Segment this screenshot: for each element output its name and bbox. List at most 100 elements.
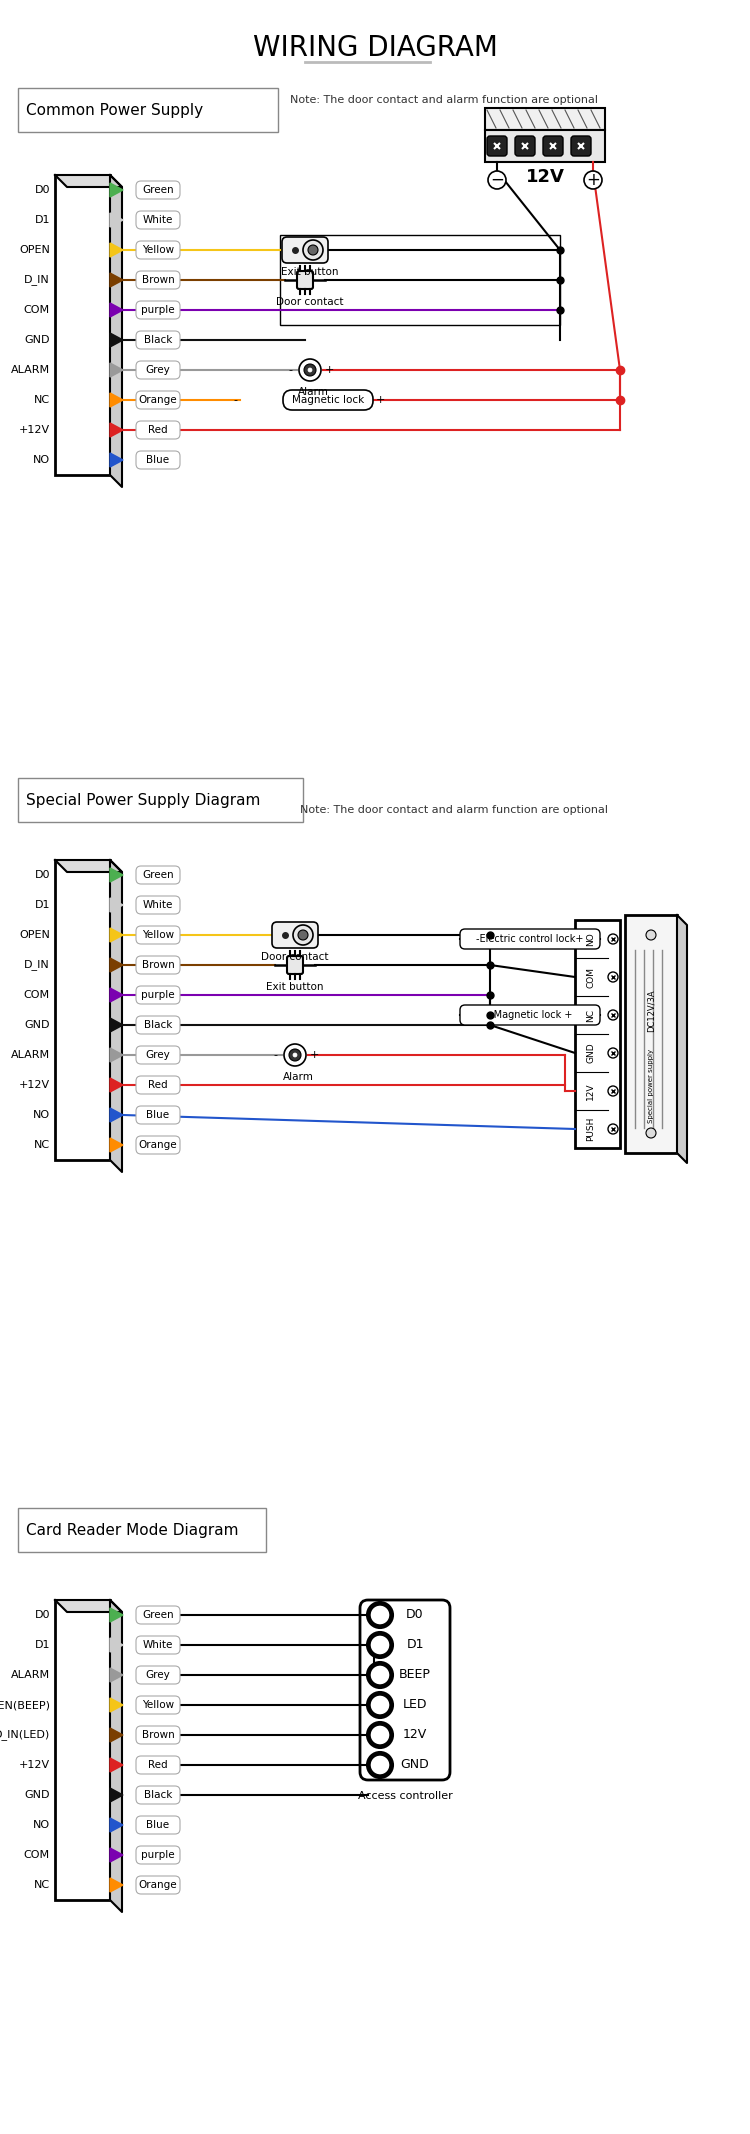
Polygon shape bbox=[110, 1669, 123, 1682]
Text: PUSH: PUSH bbox=[586, 1116, 596, 1142]
Text: Exit button: Exit button bbox=[281, 267, 339, 277]
Text: +: + bbox=[325, 365, 334, 376]
FancyBboxPatch shape bbox=[136, 391, 180, 410]
Polygon shape bbox=[110, 175, 122, 487]
Text: Exit button: Exit button bbox=[266, 982, 324, 992]
Text: -: - bbox=[288, 365, 292, 376]
Text: Blue: Blue bbox=[146, 1820, 170, 1831]
FancyBboxPatch shape bbox=[136, 896, 180, 913]
Text: OPEN: OPEN bbox=[20, 245, 50, 254]
Circle shape bbox=[370, 1724, 390, 1746]
Text: +: + bbox=[586, 171, 600, 190]
Text: GND: GND bbox=[25, 1020, 50, 1031]
FancyBboxPatch shape bbox=[136, 271, 180, 288]
Polygon shape bbox=[110, 958, 123, 971]
Text: White: White bbox=[142, 1641, 173, 1650]
Polygon shape bbox=[110, 860, 122, 1172]
FancyBboxPatch shape bbox=[136, 331, 180, 350]
Bar bbox=[55, 860, 110, 1161]
Polygon shape bbox=[110, 303, 123, 318]
Text: Green: Green bbox=[142, 871, 174, 879]
FancyBboxPatch shape bbox=[136, 1756, 180, 1773]
Circle shape bbox=[293, 924, 313, 945]
Text: GND: GND bbox=[586, 1044, 596, 1063]
Text: NC: NC bbox=[586, 1009, 596, 1022]
Polygon shape bbox=[110, 213, 123, 226]
Polygon shape bbox=[110, 1818, 123, 1831]
Text: Yellow: Yellow bbox=[142, 1701, 174, 1709]
Polygon shape bbox=[110, 1788, 123, 1801]
Text: WIRING DIAGRAM: WIRING DIAGRAM bbox=[253, 34, 497, 62]
FancyBboxPatch shape bbox=[136, 1697, 180, 1714]
FancyBboxPatch shape bbox=[136, 1726, 180, 1743]
Circle shape bbox=[367, 1633, 393, 1658]
FancyBboxPatch shape bbox=[136, 1046, 180, 1065]
Text: OPEN: OPEN bbox=[20, 930, 50, 939]
Circle shape bbox=[298, 930, 308, 939]
Text: Yellow: Yellow bbox=[142, 930, 174, 939]
FancyBboxPatch shape bbox=[136, 301, 180, 318]
Text: Access controller: Access controller bbox=[358, 1790, 452, 1801]
Polygon shape bbox=[110, 452, 123, 467]
Text: purple: purple bbox=[141, 305, 175, 316]
Text: D1: D1 bbox=[34, 1641, 50, 1650]
FancyBboxPatch shape bbox=[136, 1076, 180, 1095]
Text: Red: Red bbox=[148, 1761, 168, 1769]
Text: ALARM: ALARM bbox=[10, 365, 50, 376]
FancyBboxPatch shape bbox=[136, 361, 180, 380]
FancyBboxPatch shape bbox=[360, 1600, 450, 1780]
Text: D_IN(LED): D_IN(LED) bbox=[0, 1729, 50, 1741]
FancyBboxPatch shape bbox=[272, 922, 318, 947]
Circle shape bbox=[308, 245, 318, 254]
Text: COM: COM bbox=[586, 967, 596, 988]
Text: -: - bbox=[273, 1050, 277, 1061]
Polygon shape bbox=[110, 333, 123, 348]
FancyBboxPatch shape bbox=[487, 137, 507, 156]
Text: Green: Green bbox=[142, 1609, 174, 1620]
Text: White: White bbox=[142, 216, 173, 224]
Bar bbox=[55, 175, 110, 476]
Polygon shape bbox=[110, 988, 123, 1003]
Circle shape bbox=[367, 1692, 393, 1718]
Text: NO: NO bbox=[33, 1820, 50, 1831]
Circle shape bbox=[608, 1086, 618, 1097]
Circle shape bbox=[308, 367, 312, 371]
Circle shape bbox=[608, 971, 618, 982]
Text: purple: purple bbox=[141, 1850, 175, 1861]
Text: D_IN: D_IN bbox=[24, 960, 50, 971]
Text: Special power supply: Special power supply bbox=[648, 1050, 654, 1122]
Text: D0: D0 bbox=[34, 1609, 50, 1620]
Text: +12V: +12V bbox=[19, 1080, 50, 1090]
Bar bbox=[575, 920, 620, 1148]
Polygon shape bbox=[677, 915, 687, 1163]
Text: ALARM: ALARM bbox=[10, 1671, 50, 1679]
Text: Alarm: Alarm bbox=[283, 1071, 314, 1082]
FancyBboxPatch shape bbox=[136, 181, 180, 198]
Circle shape bbox=[608, 1009, 618, 1020]
FancyBboxPatch shape bbox=[136, 241, 180, 258]
Text: +: + bbox=[376, 395, 386, 405]
Circle shape bbox=[608, 935, 618, 943]
Text: DC12V/3A: DC12V/3A bbox=[646, 988, 656, 1031]
Text: Note: The door contact and alarm function are optional: Note: The door contact and alarm functio… bbox=[290, 96, 598, 105]
Circle shape bbox=[367, 1603, 393, 1628]
Polygon shape bbox=[110, 1048, 123, 1063]
FancyBboxPatch shape bbox=[136, 926, 180, 943]
Text: Grey: Grey bbox=[146, 1050, 170, 1061]
Text: D1: D1 bbox=[34, 216, 50, 224]
Polygon shape bbox=[110, 1108, 123, 1122]
Circle shape bbox=[304, 365, 316, 376]
FancyBboxPatch shape bbox=[136, 1135, 180, 1154]
FancyBboxPatch shape bbox=[543, 137, 563, 156]
Text: Green: Green bbox=[142, 186, 174, 194]
Polygon shape bbox=[110, 898, 123, 911]
FancyBboxPatch shape bbox=[571, 137, 591, 156]
Text: Special Power Supply Diagram: Special Power Supply Diagram bbox=[26, 792, 260, 807]
Polygon shape bbox=[110, 1848, 123, 1863]
FancyBboxPatch shape bbox=[136, 1667, 180, 1684]
Text: NC: NC bbox=[34, 1140, 50, 1150]
Polygon shape bbox=[110, 1137, 123, 1152]
Text: NO: NO bbox=[586, 933, 596, 945]
Text: D0: D0 bbox=[406, 1609, 424, 1622]
Text: 12V: 12V bbox=[526, 169, 565, 186]
